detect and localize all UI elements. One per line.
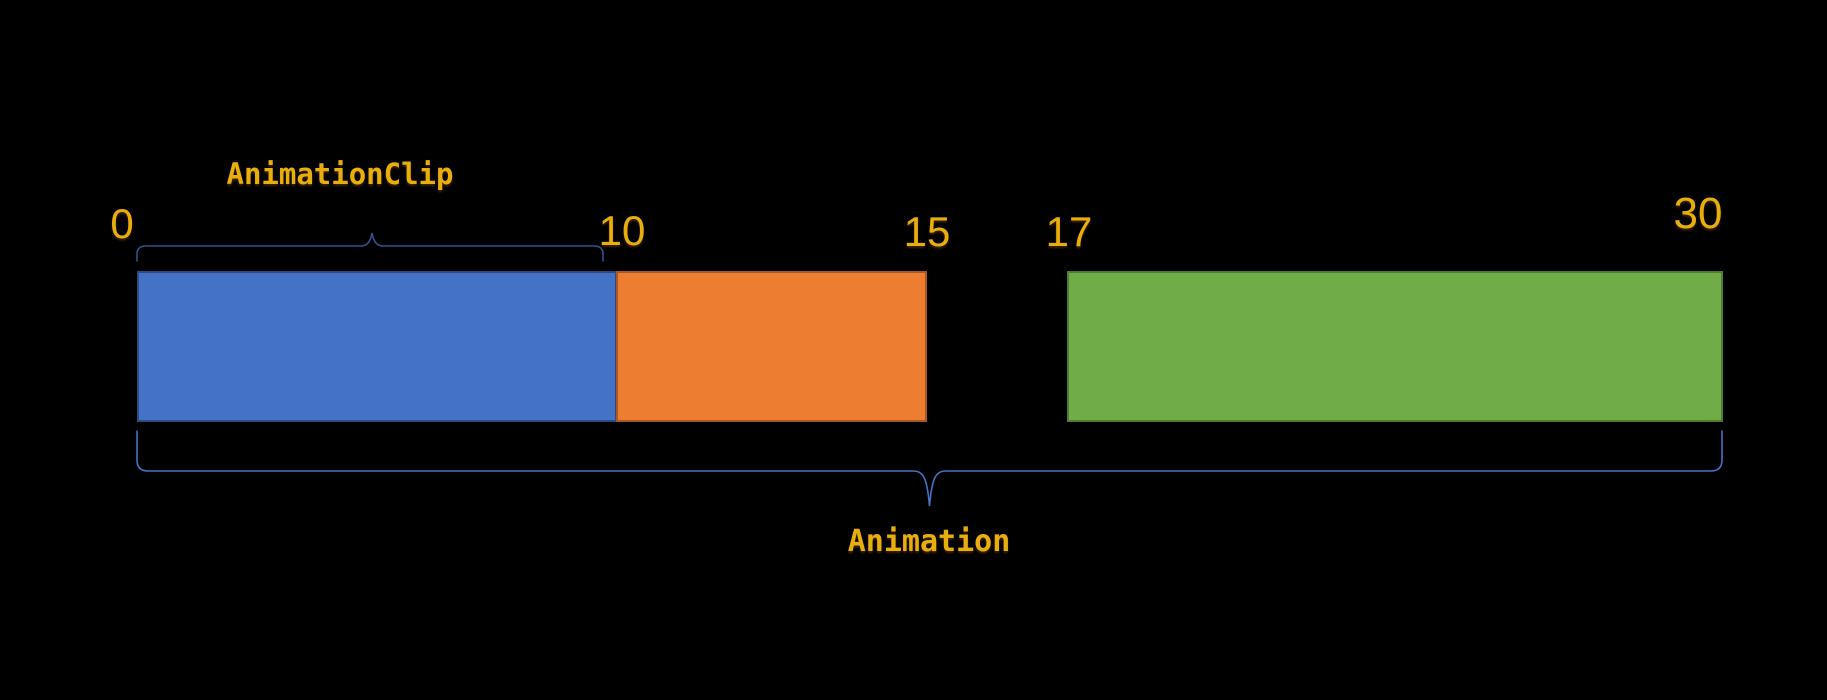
- tick-label-30: 30: [1673, 189, 1723, 238]
- tick-label-17: 17: [1045, 208, 1093, 255]
- bar-segment-10-15: [616, 271, 927, 422]
- animation-brace: [136, 430, 1723, 507]
- tick-label-10: 10: [598, 207, 646, 254]
- animation-caption: Animation: [847, 524, 1011, 559]
- animationclip-brace: [136, 232, 604, 262]
- tick-label-0: 0: [110, 200, 134, 247]
- tick-label-15: 15: [903, 208, 951, 255]
- animationclip-caption: AnimationClip: [226, 157, 454, 191]
- bar-segment-0-10: [137, 271, 617, 422]
- bar-segment-17-30: [1067, 271, 1723, 422]
